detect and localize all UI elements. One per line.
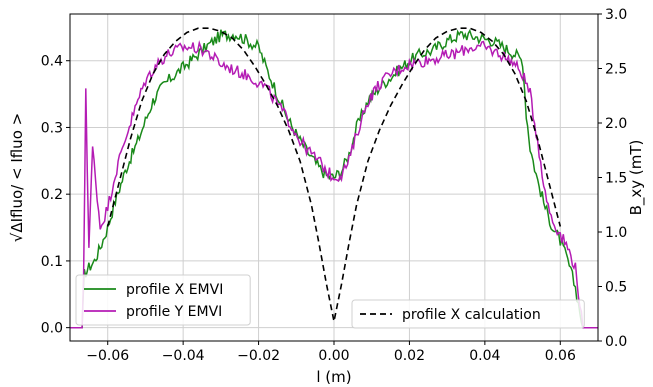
x-tick-label: −0.04 <box>162 348 205 364</box>
y-left-tick-label: 0.0 <box>41 321 63 337</box>
y-right-tick-label: 2.5 <box>605 62 627 78</box>
y-left-tick-label: 0.1 <box>41 254 63 270</box>
x-tick-label: 0.04 <box>469 348 500 364</box>
y-left-tick-label: 0.2 <box>41 187 63 203</box>
ticks: −0.06 −0.04 −0.02 0.00 0.02 0.04 0.06 0.0 0.1 0.2… <box>41 7 628 364</box>
y-right-tick-label: 2.0 <box>605 116 627 132</box>
series-line-profile-x-calculation <box>106 27 562 322</box>
legend-entry: profile X calculation <box>402 307 541 323</box>
legends: profile X EMVI profile Y EMVI profile X ca… <box>75 274 585 329</box>
y-right-tick-label: 0.5 <box>605 280 627 296</box>
y-axis-right-label: B_xy (mT) <box>627 140 646 216</box>
x-tick-label: −0.06 <box>86 348 129 364</box>
legend-box <box>351 299 585 329</box>
x-axis-label: l (m) <box>316 368 351 386</box>
legend-entry: profile Y EMVI <box>126 304 222 320</box>
y-left-tick-label: 0.4 <box>41 54 63 70</box>
legend-entry: profile X EMVI <box>126 282 223 298</box>
x-tick-label: 0.06 <box>545 348 576 364</box>
x-tick-label: −0.02 <box>237 348 280 364</box>
x-tick-label: 0.00 <box>318 348 349 364</box>
legend-box <box>75 274 251 326</box>
series-line-profile-x-emvi <box>70 28 598 329</box>
y-left-tick-label: 0.3 <box>41 120 63 136</box>
series-line-profile-y-emvi <box>70 40 598 329</box>
y-right-tick-label: 3.0 <box>605 7 627 23</box>
y-right-tick-label: 0.0 <box>605 334 627 350</box>
series-layer <box>70 27 598 329</box>
y-axis-left-label: √ΔIfluo/ < Ifluo > <box>8 113 26 242</box>
y-right-tick-label: 1.0 <box>605 225 627 241</box>
y-right-tick-label: 1.5 <box>605 171 627 187</box>
x-tick-label: 0.02 <box>394 348 425 364</box>
